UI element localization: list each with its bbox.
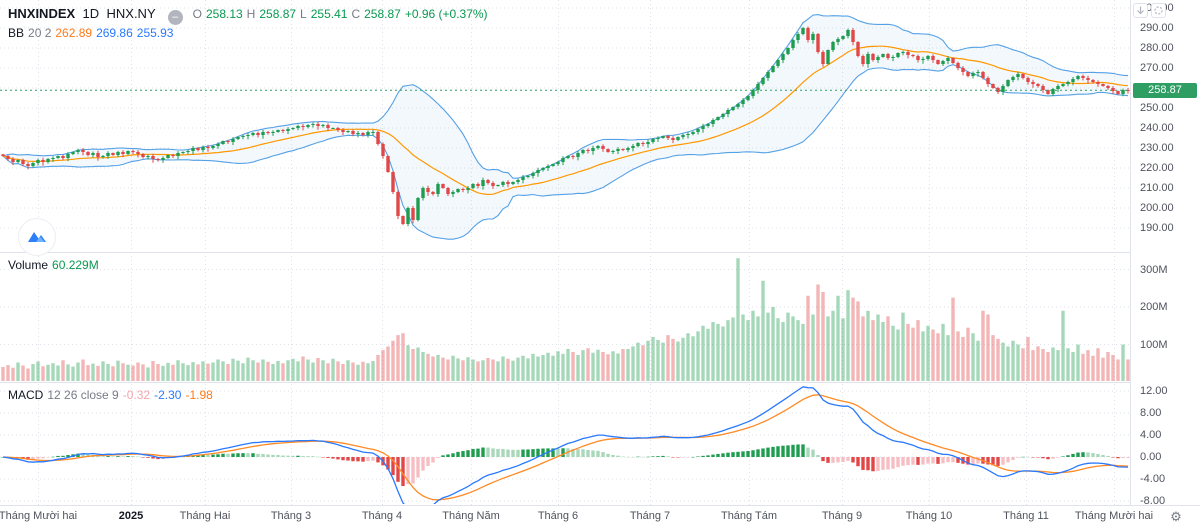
ohlc-close-value: 258.87	[364, 7, 401, 21]
macd-legend[interactable]: MACD 12 26 close 9 -0.32 -2.30 -1.98	[8, 388, 217, 402]
price-tick-label: 220.00	[1140, 162, 1174, 174]
macd-tick-label: 12.00	[1140, 385, 1168, 397]
time-axis-label: Tháng Mười hai	[1074, 510, 1154, 522]
macd-line-value: -2.30	[154, 388, 182, 402]
symbol-name[interactable]: HNXINDEX	[8, 6, 76, 21]
ohlc-high-value: 258.87	[259, 7, 297, 21]
price-tick-label: 200.00	[1140, 202, 1174, 214]
bb-upper-value: 269.86	[96, 26, 133, 40]
time-axis-label: Tháng Hai	[179, 510, 231, 522]
macd-tick-label: -4.00	[1140, 473, 1166, 485]
volume-tick-label: 300M	[1140, 263, 1168, 276]
macd-tick-label: 4.00	[1140, 429, 1162, 441]
ohlc-open-label: O	[192, 7, 202, 21]
last-price-badge: 258.87	[1133, 82, 1197, 98]
time-axis-label: Tháng 9	[821, 510, 863, 522]
price-tick-label: 190.00	[1140, 222, 1174, 234]
arrow-down-icon	[1137, 6, 1144, 15]
bb-params: 20 2	[28, 26, 52, 40]
auto-scale-reset-button[interactable]	[1151, 3, 1166, 18]
interval-label[interactable]: 1D	[82, 6, 100, 21]
time-axis-label: Tháng 4	[361, 510, 403, 522]
macd-name: MACD	[8, 388, 44, 402]
broker-logo	[18, 218, 56, 256]
price-tick-label: 230.00	[1140, 142, 1174, 154]
macd-tick-label: 8.00	[1140, 407, 1162, 419]
time-axis-label: Tháng 10	[905, 510, 953, 522]
volume-tick-label: 200M	[1140, 301, 1168, 313]
volume-series	[1, 258, 1130, 381]
time-axis-label: Tháng Năm	[442, 510, 500, 522]
time-axis-label: Tháng Mười hai	[0, 510, 78, 522]
volume-legend[interactable]: Volume 60.229M	[8, 258, 103, 272]
ohlc-close-label: C	[351, 7, 361, 21]
price-tick-label: 290.00	[1140, 22, 1174, 34]
symbol-legend: HNXINDEX 1D HNX.NY – O 258.13 H 258.87 L 255.41…	[8, 6, 492, 25]
ohlc-low-label: L	[300, 7, 307, 21]
gear-icon[interactable]: ⚙	[1170, 509, 1182, 524]
exchange-label: HNX.NY	[106, 6, 156, 21]
macd-signal-value: -1.98	[185, 388, 213, 402]
volume-name: Volume	[8, 258, 49, 272]
time-axis-label: Tháng 7	[629, 510, 671, 522]
price-tick-label: 280.00	[1140, 42, 1174, 54]
price-axis[interactable]: 300.00290.00280.00270.00250.00240.00230.…	[1130, 0, 1200, 507]
bollinger-bands	[2, 14, 1129, 240]
time-axis[interactable]: Tháng Mười hai 2025 Tháng Hai Tháng 3 Tháng …	[0, 505, 1200, 526]
time-axis-label: 2025	[118, 510, 144, 522]
ohlc-open-value: 258.13	[205, 7, 243, 21]
pane-separator-volume-macd[interactable]	[0, 382, 1130, 383]
candlestick-series	[1, 26, 1130, 227]
volume-tick-label: 100M	[1140, 338, 1168, 351]
time-axis-label: Tháng 6	[537, 510, 579, 522]
price-tick-label: 240.00	[1140, 122, 1174, 134]
scroll-down-button[interactable]	[1133, 3, 1148, 18]
pane-separator-price-volume[interactable]	[0, 252, 1130, 253]
ohlc-low-value: 255.41	[310, 7, 348, 21]
bollinger-legend[interactable]: BB 20 2 262.89 269.86 255.93	[8, 26, 177, 40]
volume-value: 60.229M	[52, 258, 99, 272]
ohlc-high-label: H	[246, 7, 256, 21]
mountain-logo-icon	[28, 232, 46, 242]
bb-lower-value: 255.93	[136, 26, 174, 40]
macd-series	[1, 386, 1130, 504]
macd-tick-label: 0.00	[1140, 451, 1162, 463]
price-tick-label: 250.00	[1140, 102, 1174, 114]
minus-circle-icon[interactable]: –	[167, 10, 183, 25]
time-axis-label: Tháng 3	[270, 510, 312, 522]
time-axis-label: Tháng Tám	[720, 510, 778, 522]
restore-scale-icon	[1154, 6, 1163, 15]
time-axis-label: Tháng 11	[1003, 510, 1049, 522]
price-tick-label: 210.00	[1140, 182, 1174, 194]
chart-canvas[interactable]: HNXINDEX 1D HNX.NY – O 258.13 H 258.87 L 255.41…	[0, 0, 1130, 505]
bb-name: BB	[8, 26, 25, 40]
bb-basis-value: 262.89	[55, 26, 93, 40]
price-tick-label: 270.00	[1140, 62, 1174, 74]
macd-hist-value: -0.32	[122, 388, 151, 402]
price-scale-buttons	[1133, 3, 1166, 18]
macd-params: 12 26 close 9	[47, 388, 119, 402]
macd-tick-label: -8.00	[1140, 495, 1166, 507]
change-value: +0.96 (+0.37%)	[404, 7, 488, 21]
